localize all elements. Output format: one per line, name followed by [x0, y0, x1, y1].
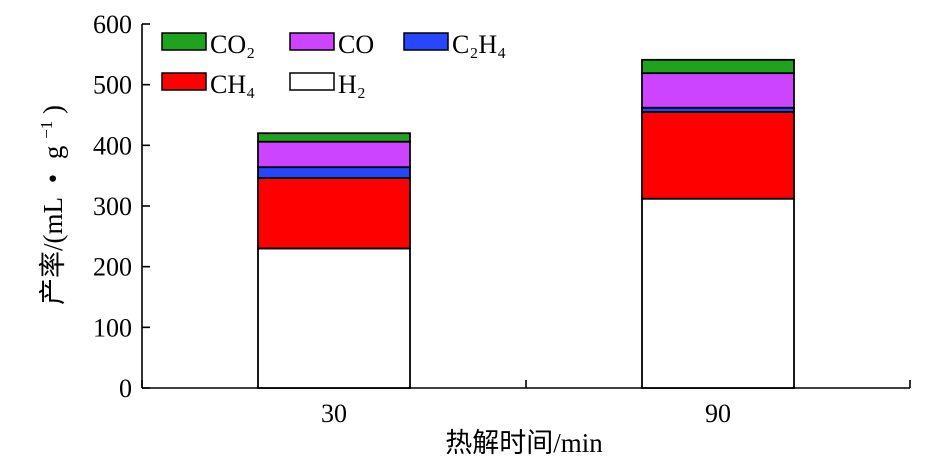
legend-label-1: CO — [338, 30, 374, 59]
y-tick-label-600: 600 — [93, 10, 132, 39]
y-axis-title-dot: • — [38, 174, 68, 183]
legend: CO₂ CO C₂H₄ CH₄ H₂ — [161, 30, 506, 99]
bar-90-series-0 — [641, 197, 795, 389]
y-axis-title-unit: g — [38, 146, 68, 160]
y-tick-label-100: 100 — [93, 313, 132, 342]
bar-30-series-2 — [257, 166, 411, 179]
y-axis-title-close: ) — [38, 105, 68, 114]
y-tick-label-200: 200 — [93, 253, 132, 282]
plot-area: 0 100 200 300 400 500 600 30 90 — [93, 10, 911, 428]
x-tick-label-90: 90 — [705, 399, 731, 428]
bar-90-series-4 — [641, 58, 795, 75]
legend-swatch-3 — [161, 72, 207, 91]
bar-30-series-1 — [257, 177, 411, 250]
y-axis-title: 产率/(mL • g −1 ) — [28, 105, 68, 305]
x-tick-label-30: 30 — [321, 399, 347, 428]
legend-swatch-1 — [289, 32, 335, 51]
legend-label-2: C₂H₄ — [452, 30, 506, 59]
x-axis-title: 热解时间/min — [445, 428, 603, 458]
bar-90-series-3 — [641, 72, 795, 109]
legend-label-0: CO₂ — [210, 30, 255, 59]
legend-swatch-2 — [403, 32, 449, 51]
y-tick-label-500: 500 — [93, 71, 132, 100]
y-tick-label-400: 400 — [93, 131, 132, 160]
legend-label-4: H₂ — [338, 70, 366, 99]
bar-30-series-3 — [257, 140, 411, 169]
bar-30-series-4 — [257, 132, 411, 143]
bar-90-series-1 — [641, 111, 795, 200]
y-tick-label-300: 300 — [93, 192, 132, 221]
y-tick-label-0: 0 — [119, 374, 132, 403]
y-axis-title-main: 产率/(mL — [38, 198, 68, 305]
bar-30-series-0 — [257, 247, 411, 389]
legend-label-3: CH₄ — [210, 70, 255, 99]
y-axis-title-exponent: −1 — [37, 121, 56, 139]
legend-swatch-0 — [161, 32, 207, 51]
legend-swatch-4 — [289, 72, 335, 91]
